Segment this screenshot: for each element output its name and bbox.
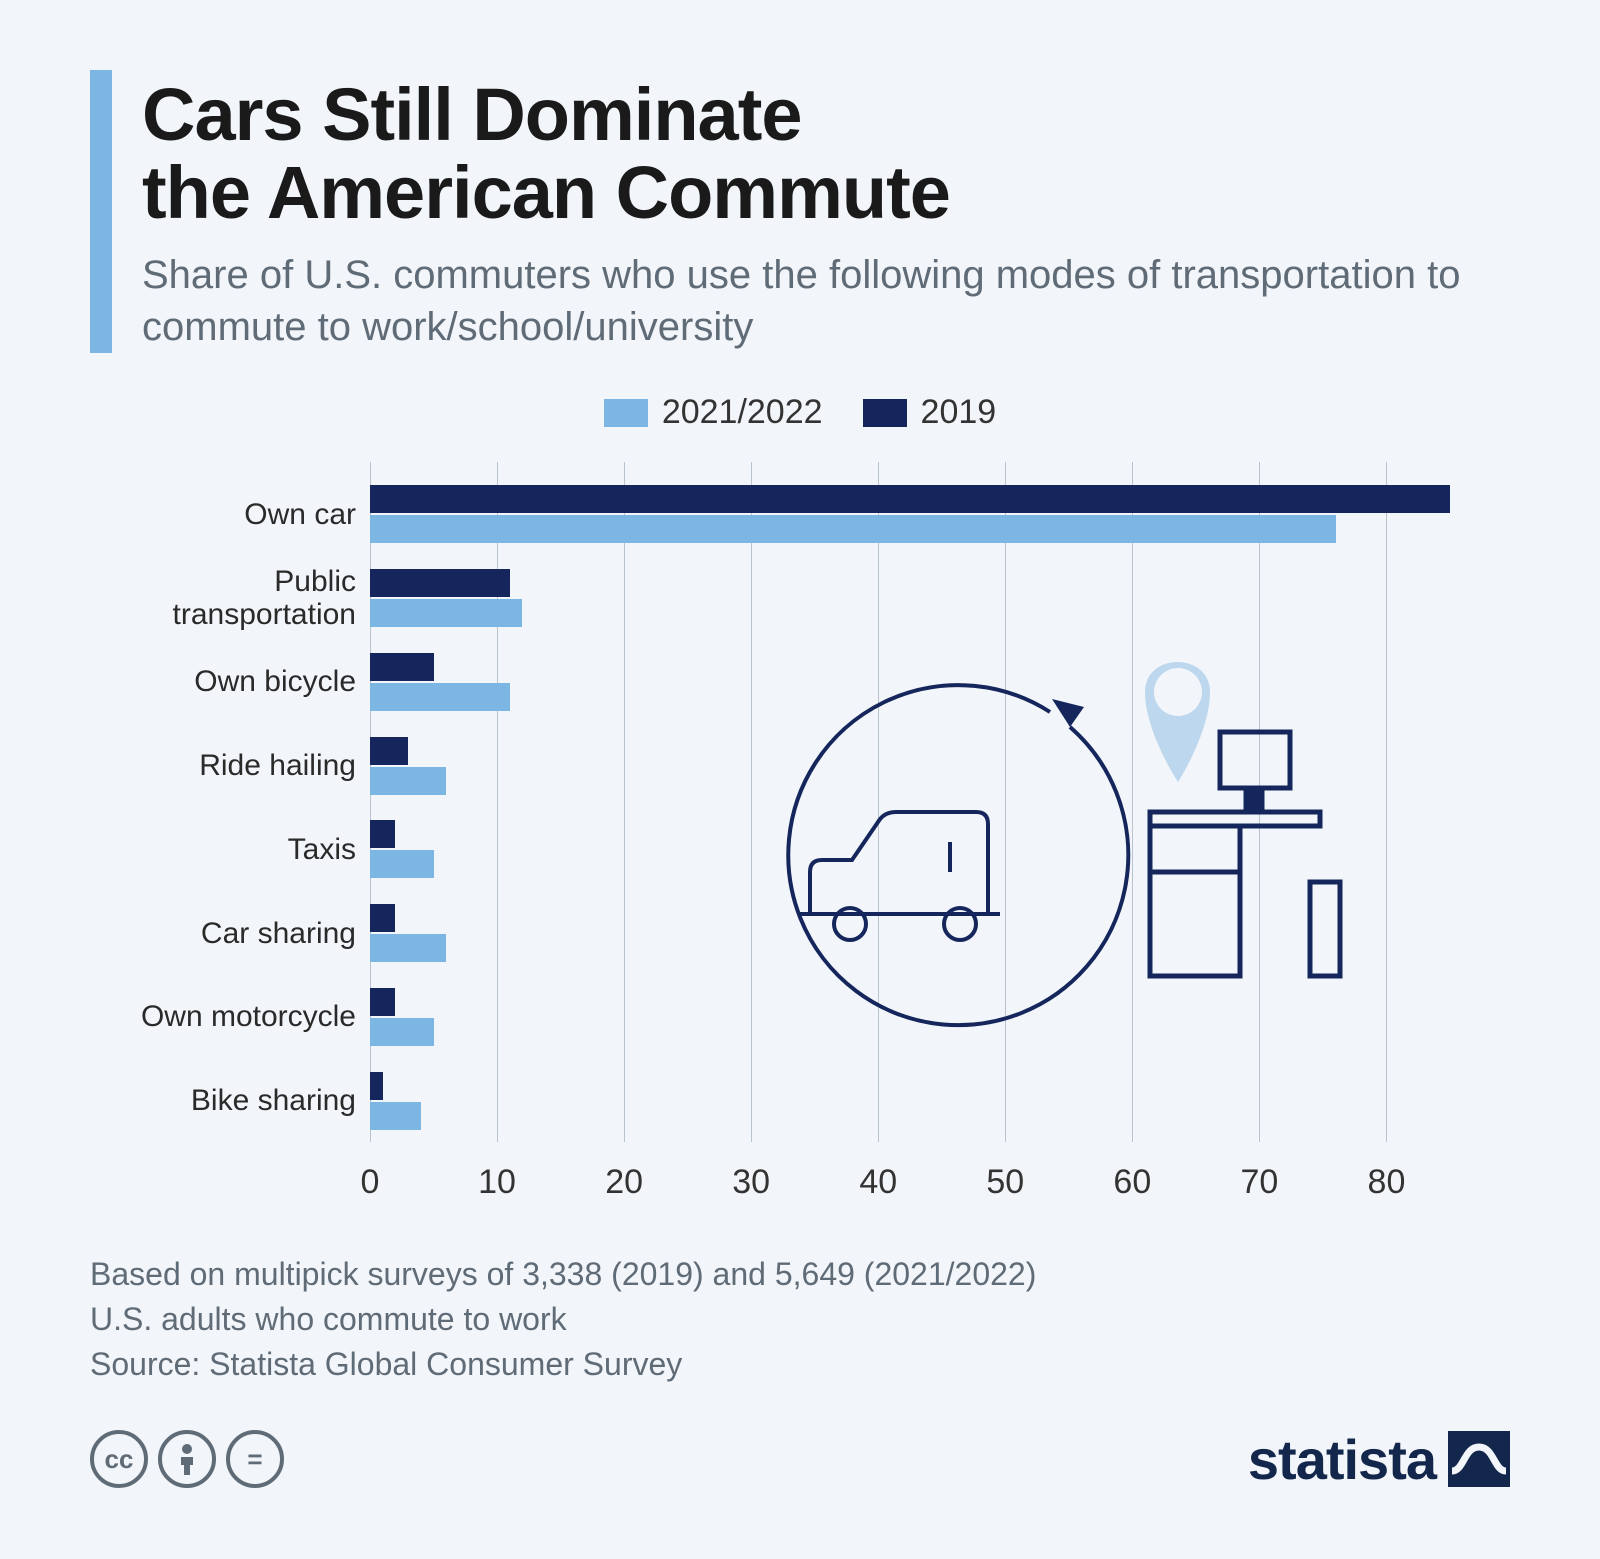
bar-2021 (370, 515, 1336, 543)
chart-row: Own car (90, 472, 1450, 556)
category-label: Bike sharing (90, 1084, 370, 1117)
x-tick-label: 20 (605, 1163, 643, 1202)
legend-item-2021: 2021/2022 (604, 393, 823, 432)
legend-item-2019: 2019 (863, 393, 997, 432)
bar-pair (370, 982, 1450, 1052)
header-block: Cars Still Dominate the American Commute… (90, 70, 1510, 353)
legend: 2021/2022 2019 (90, 393, 1510, 432)
bar-2019 (370, 904, 395, 932)
statista-logo: statista (1248, 1427, 1510, 1492)
chart-area: 0 10 20 30 40 50 60 70 80 Own car Publictransport… (90, 462, 1510, 1222)
footer-line-2: U.S. adults who commute to work (90, 1301, 567, 1337)
x-tick-label: 30 (732, 1163, 770, 1202)
chart-row: Publictransportation (90, 556, 1450, 640)
legend-swatch-2021 (604, 399, 648, 427)
cc-license-icons: cc = (90, 1430, 284, 1488)
bar-2019 (370, 569, 510, 597)
legend-label-2021: 2021/2022 (662, 393, 823, 432)
accent-bar (90, 70, 112, 353)
logo-wave-icon (1448, 1431, 1510, 1487)
category-label: Ride hailing (90, 749, 370, 782)
chart-title: Cars Still Dominate the American Commute (142, 76, 1510, 231)
category-label: Publictransportation (90, 565, 370, 631)
bar-2021 (370, 1018, 434, 1046)
bar-2019 (370, 653, 434, 681)
chart-row: Ride hailing (90, 724, 1450, 808)
bar-pair (370, 479, 1450, 549)
category-label: Own car (90, 498, 370, 531)
legend-swatch-2019 (863, 399, 907, 427)
category-label: Taxis (90, 833, 370, 866)
category-label: Own bicycle (90, 665, 370, 698)
x-tick-label: 0 (361, 1163, 380, 1202)
chart-row: Car sharing (90, 891, 1450, 975)
chart-row: Own motorcycle (90, 975, 1450, 1059)
bar-2019 (370, 988, 395, 1016)
chart-row: Bike sharing (90, 1059, 1450, 1143)
bar-2019 (370, 485, 1450, 513)
bar-pair (370, 814, 1450, 884)
bar-pair (370, 563, 1450, 633)
x-tick-label: 60 (1113, 1163, 1151, 1202)
legend-label-2019: 2019 (921, 393, 997, 432)
bar-2021 (370, 767, 446, 795)
category-label: Own motorcycle (90, 1000, 370, 1033)
bar-pair (370, 898, 1450, 968)
bar-2021 (370, 599, 522, 627)
bottom-row: cc = statista (90, 1427, 1510, 1492)
x-tick-label: 50 (986, 1163, 1024, 1202)
footer-line-3: Source: Statista Global Consumer Survey (90, 1346, 682, 1382)
x-tick-label: 40 (859, 1163, 897, 1202)
x-tick-label: 10 (478, 1163, 516, 1202)
title-line-2: the American Commute (142, 151, 950, 234)
bar-2021 (370, 683, 510, 711)
title-line-1: Cars Still Dominate (142, 73, 802, 156)
x-tick-label: 70 (1240, 1163, 1278, 1202)
bar-pair (370, 1066, 1450, 1136)
bar-2021 (370, 934, 446, 962)
chart-row: Own bicycle (90, 640, 1450, 724)
logo-text: statista (1248, 1427, 1436, 1492)
by-icon (158, 1430, 216, 1488)
bar-2019 (370, 1072, 383, 1100)
x-tick-label: 80 (1368, 1163, 1406, 1202)
chart-rows: Own car Publictransportation Own bicycle Ri… (90, 472, 1450, 1142)
footer-line-1: Based on multipick surveys of 3,338 (201… (90, 1256, 1036, 1292)
chart-row: Taxis (90, 807, 1450, 891)
bar-2021 (370, 1102, 421, 1130)
cc-icon: cc (90, 1430, 148, 1488)
nd-icon: = (226, 1430, 284, 1488)
category-label: Car sharing (90, 917, 370, 950)
title-block: Cars Still Dominate the American Commute… (142, 70, 1510, 353)
bar-pair (370, 731, 1450, 801)
chart-subtitle: Share of U.S. commuters who use the foll… (142, 249, 1510, 353)
bar-2021 (370, 850, 434, 878)
bar-2019 (370, 737, 408, 765)
footer-note: Based on multipick surveys of 3,338 (201… (90, 1252, 1510, 1386)
bar-pair (370, 647, 1450, 717)
bar-2019 (370, 820, 395, 848)
